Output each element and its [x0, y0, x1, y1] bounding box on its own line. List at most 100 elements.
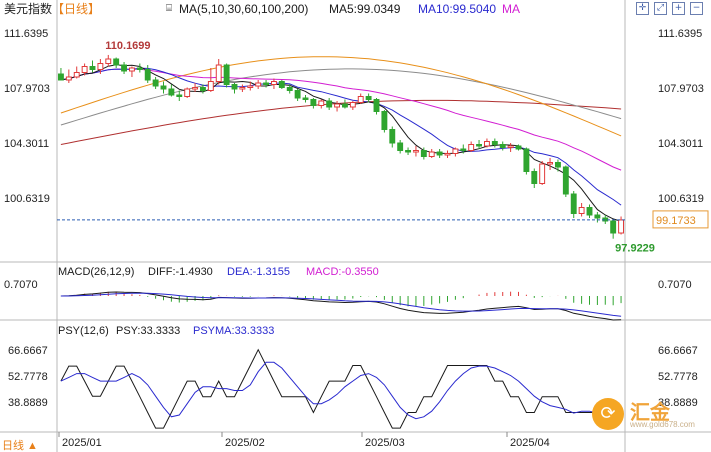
macd-tick-right-0: 0.7070 — [658, 279, 692, 291]
candle-body-49 — [444, 153, 451, 156]
y-tick-right-3: 100.6319 — [658, 193, 704, 205]
x-tick-3: 2025/04 — [510, 437, 550, 449]
macd-diff-label: DIFF:-1.4930 — [148, 266, 213, 278]
watermark-text: 汇金 — [630, 402, 670, 424]
ma-legend-icon[interactable]: ⌸ — [166, 3, 172, 14]
candle-body-4 — [89, 66, 96, 70]
candle-body-21 — [223, 64, 230, 85]
candle-body-19 — [207, 81, 214, 91]
psy-series-psyma — [60, 361, 622, 420]
candle-body-39 — [365, 96, 372, 100]
watermark: ⟳ 汇金 www.gold678.com — [592, 396, 707, 434]
candle-body-53 — [476, 144, 483, 147]
macd-dea-line — [60, 292, 622, 317]
low-annotation: 97.9229 — [615, 243, 655, 255]
candle-body-36 — [341, 103, 348, 108]
zoom-in-icon[interactable]: + — [672, 2, 685, 15]
expand-icon[interactable]: ⤢ — [654, 2, 667, 15]
crosshair-icon[interactable]: ✛ — [636, 2, 649, 15]
macd-tick-left-0: 0.7070 — [4, 279, 38, 291]
candle-body-24 — [247, 85, 254, 88]
ma100-line — [60, 68, 622, 126]
candle-body-65 — [570, 193, 577, 214]
y-tick-right-2: 104.3011 — [658, 138, 703, 150]
y-tick-left-1: 107.9703 — [4, 83, 50, 95]
candle-body-63 — [554, 162, 561, 168]
chart-toolbar: ✛ ⤢ + − — [636, 2, 703, 15]
y-tick-left-3: 100.6319 — [4, 193, 50, 205]
candle-body-61 — [539, 163, 546, 184]
psy-value-label: PSY:33.3333 — [116, 325, 180, 337]
candle-body-60 — [531, 171, 538, 184]
candle-body-52 — [468, 144, 475, 151]
psy-tick-right-2: 38.8889 — [658, 397, 698, 409]
candle-body-51 — [460, 148, 467, 151]
candle-body-54 — [483, 141, 490, 147]
ma-params-label: MA(5,10,30,60,100,200) — [179, 2, 309, 16]
candle-body-2 — [73, 72, 80, 78]
period-bottom-label: 日线 ▲ — [2, 438, 38, 452]
candle-body-3 — [81, 66, 88, 73]
candle-body-17 — [192, 87, 199, 90]
watermark-url: www.gold678.com — [630, 420, 695, 429]
candle-body-67 — [586, 207, 593, 216]
watermark-logo-icon: ⟳ — [592, 398, 624, 430]
ma5-line — [60, 64, 622, 222]
macd-value-label: MACD:-0.3550 — [306, 266, 379, 278]
candle-body-35 — [334, 103, 341, 108]
candle-body-5 — [97, 63, 104, 70]
psy-tick-left-0: 66.6667 — [8, 345, 48, 357]
psy-tick-right-0: 66.6667 — [658, 345, 698, 357]
candle-body-16 — [184, 88, 191, 97]
candle-body-31 — [302, 97, 309, 100]
candle-body-58 — [515, 145, 522, 150]
candle-body-28 — [278, 81, 285, 88]
candle-body-11 — [144, 69, 151, 81]
candle-body-15 — [176, 94, 183, 97]
candle-body-64 — [562, 166, 569, 195]
candle-body-14 — [168, 88, 175, 96]
candle-body-71 — [618, 219, 625, 234]
candle-body-6 — [105, 58, 112, 64]
period-selector[interactable]: 【日线】 — [52, 2, 101, 16]
candle-body-10 — [136, 67, 143, 70]
candle-body-34 — [326, 100, 333, 108]
candle-body-1 — [65, 76, 72, 81]
candle-body-66 — [578, 207, 585, 214]
candle-body-22 — [231, 84, 238, 90]
psy-series-psy — [60, 348, 622, 429]
candle-body-56 — [499, 144, 506, 148]
psyma-value-label: PSYMA:33.3333 — [193, 325, 274, 337]
last-price-label: 99.1733 — [656, 215, 696, 227]
ma10-label: MA10:99.5040 — [418, 2, 497, 16]
candle-body-50 — [452, 148, 459, 154]
candle-body-12 — [152, 79, 159, 87]
candle-body-62 — [547, 162, 554, 165]
candle-body-18 — [199, 87, 206, 91]
psy-tick-left-1: 52.7778 — [8, 371, 48, 383]
chart-header: 美元指数 【日线】 ⌸ MA(5,10,30,60,100,200) MA5:9… — [0, 0, 711, 18]
candle-body-43 — [397, 142, 404, 151]
candle-body-32 — [310, 99, 317, 106]
candle-body-47 — [428, 151, 435, 157]
zoom-out-icon[interactable]: − — [690, 2, 703, 15]
candle-body-26 — [263, 82, 270, 85]
candle-body-7 — [113, 58, 120, 66]
candle-body-27 — [270, 81, 277, 85]
high-annotation: 110.1699 — [105, 40, 150, 52]
candle-body-57 — [507, 145, 514, 148]
candle-body-55 — [491, 141, 498, 145]
instrument-title: 美元指数 — [4, 2, 53, 16]
candle-body-25 — [255, 82, 262, 87]
x-tick-0: 2025/01 — [62, 437, 102, 449]
candle-body-20 — [215, 64, 222, 82]
candle-body-40 — [373, 99, 380, 112]
ma200-line — [60, 99, 622, 145]
candle-body-29 — [286, 87, 293, 91]
candle-body-37 — [349, 102, 356, 108]
last-price-box — [652, 210, 709, 229]
ma5-label: MA5:99.0349 — [329, 2, 401, 16]
y-tick-right-0: 111.6395 — [658, 28, 702, 40]
